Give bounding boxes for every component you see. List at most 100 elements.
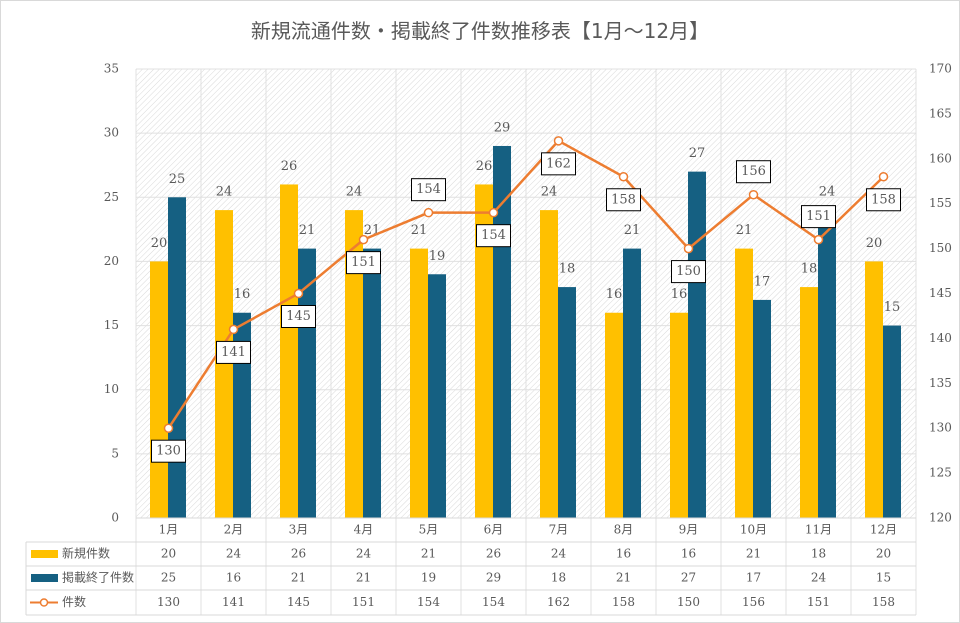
- table-cell: 21: [746, 547, 761, 561]
- line-data-label: 130: [156, 444, 181, 459]
- bar-data-label: 18: [559, 262, 576, 277]
- category-label: 8月: [614, 523, 634, 537]
- table-cell: 18: [551, 571, 566, 585]
- line-data-label: 151: [806, 209, 831, 224]
- bar-data-label: 15: [884, 300, 901, 315]
- legend-key-marker: [39, 598, 49, 607]
- table-cell: 18: [811, 547, 826, 561]
- table-cell: 154: [417, 595, 440, 609]
- table-cell: 19: [421, 571, 436, 585]
- bar-data-label: 16: [234, 287, 251, 302]
- line-point: [618, 172, 629, 182]
- y-left-tick-label: 10: [104, 382, 119, 396]
- bar-data-label: 21: [624, 223, 641, 238]
- table-cell: 26: [291, 547, 306, 561]
- line-point: [553, 136, 564, 146]
- bar-data-label: 29: [494, 120, 511, 135]
- bar-data-label: 26: [476, 159, 493, 174]
- category-label: 3月: [289, 523, 309, 537]
- line-data-label: 162: [546, 156, 571, 171]
- y-left-tick-label: 15: [104, 318, 119, 332]
- table-cell: 151: [352, 595, 375, 609]
- chart-title: 新規流通件数・掲載終了件数推移表【1月～12月】: [250, 19, 710, 43]
- table-cell: 21: [421, 547, 436, 561]
- line-point: [488, 207, 499, 218]
- bar-data-label: 16: [671, 287, 688, 302]
- table-cell: 24: [356, 547, 372, 561]
- category-label: 7月: [549, 523, 569, 537]
- y-right-tick-label: 130: [929, 421, 952, 435]
- bar-new: [735, 248, 753, 518]
- line-data-label: 158: [871, 192, 896, 207]
- bar-data-label: 19: [429, 249, 446, 264]
- line-label-box: [476, 224, 511, 248]
- table-cell: 15: [876, 571, 891, 585]
- table-cell: 20: [161, 547, 176, 561]
- line-point: [293, 288, 304, 299]
- bar-data-label: 24: [541, 185, 558, 200]
- table-cell: 156: [742, 595, 765, 609]
- line-point: [228, 324, 239, 335]
- line-series: [167, 139, 885, 429]
- table-cell: 16: [616, 547, 631, 561]
- line-label-box: [866, 188, 901, 212]
- y-right-tick-label: 165: [929, 106, 952, 120]
- line-point: [163, 423, 174, 433]
- table-cell: 27: [681, 571, 696, 585]
- table-cell: 21: [616, 571, 631, 585]
- category-label: 2月: [224, 523, 244, 537]
- line-point: [878, 172, 889, 182]
- line-data-label: 156: [741, 164, 766, 179]
- table-cell: 29: [486, 571, 501, 585]
- bar-new: [865, 261, 883, 518]
- bar-new: [410, 248, 428, 518]
- y-right-tick-label: 160: [929, 151, 952, 165]
- legend-label: 掲載終了件数: [62, 570, 134, 585]
- bar-new: [800, 287, 818, 518]
- line-label-box: [541, 152, 576, 176]
- y-right-tick-label: 155: [929, 196, 952, 210]
- bar-closed: [818, 210, 836, 518]
- bar-closed: [623, 248, 641, 518]
- table-cell: 158: [872, 595, 895, 609]
- bar-data-label: 24: [346, 185, 363, 200]
- line-data-label: 158: [611, 192, 636, 207]
- line-label-box: [671, 260, 706, 284]
- line-point: [358, 234, 369, 245]
- y-right-tick-label: 135: [929, 376, 952, 390]
- y-right-tick-label: 140: [929, 331, 952, 345]
- table-cell: 20: [876, 547, 891, 561]
- line-point: [683, 243, 694, 254]
- bar-new: [670, 312, 688, 518]
- table-cell: 26: [486, 547, 501, 561]
- bar-new: [215, 210, 233, 518]
- y-left-tick-label: 35: [104, 62, 119, 76]
- y-left-tick-label: 25: [104, 190, 119, 204]
- table-cell: 154: [482, 595, 505, 609]
- legend-key-bar: [31, 550, 58, 558]
- bar-closed: [753, 299, 771, 518]
- line-data-label: 150: [676, 264, 701, 279]
- bar-data-label: 17: [754, 274, 771, 289]
- table-cell: 17: [746, 571, 761, 585]
- bar-data-label: 21: [736, 223, 753, 238]
- bar-new: [475, 184, 493, 518]
- y-right-tick-label: 170: [929, 62, 952, 76]
- line-data-label: 145: [286, 309, 311, 324]
- line-label-box: [801, 205, 836, 229]
- bar-data-label: 26: [281, 159, 298, 174]
- line-label-box: [606, 188, 641, 212]
- category-label: 1月: [159, 523, 179, 537]
- bar-data-label: 24: [819, 185, 836, 200]
- line-point: [813, 234, 824, 245]
- table-cell: 25: [161, 571, 176, 585]
- y-right-tick-label: 145: [929, 286, 952, 300]
- category-label: 6月: [484, 523, 504, 537]
- y-left-tick-label: 0: [111, 511, 119, 525]
- bar-new: [150, 261, 168, 518]
- bar-new: [280, 184, 298, 518]
- bar-closed: [168, 197, 186, 519]
- line-point: [748, 189, 759, 200]
